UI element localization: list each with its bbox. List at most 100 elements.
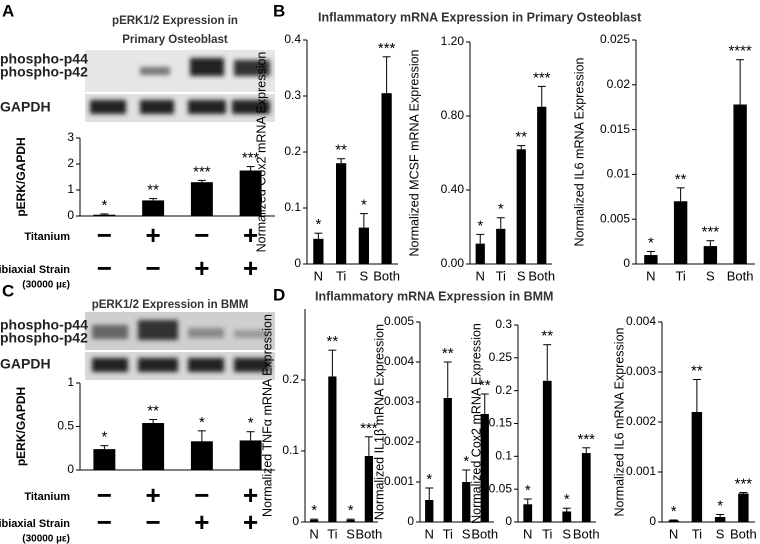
band-label: phospho-p42 — [0, 330, 88, 346]
x-tick-label: Both — [373, 268, 400, 283]
condition-sign: + — [243, 480, 258, 510]
y-tick-label: 0.005 — [600, 211, 630, 225]
bar — [537, 106, 547, 264]
panel-label: B — [273, 1, 285, 20]
bar — [644, 255, 658, 264]
bar — [239, 440, 262, 470]
x-tick-label: S — [346, 526, 355, 541]
y-tick-label: 0 — [294, 256, 301, 270]
bar — [328, 376, 337, 522]
condition-sign: − — [97, 480, 112, 510]
significance-marker: ** — [515, 129, 527, 146]
x-tick-label: Both — [471, 526, 498, 541]
y-tick-label: 3 — [67, 130, 74, 144]
bar — [336, 163, 347, 264]
condition-name: Titanium — [24, 231, 70, 243]
y-tick-label: 0.004 — [626, 314, 656, 328]
blot-title: pERK1/2 Expression in BMM — [92, 299, 249, 311]
y-tick-label: 0.05 — [489, 481, 513, 495]
x-tick-label: Ti — [675, 268, 685, 283]
x-tick-label: N — [669, 526, 678, 541]
panel-title: Inflammatory mRNA Expression in BMM — [315, 289, 553, 303]
y-tick-label: 0.25 — [489, 350, 513, 364]
x-tick-label: N — [309, 526, 318, 541]
y-tick-label: 2 — [67, 156, 74, 170]
condition-sign: + — [146, 220, 161, 250]
bar — [381, 93, 392, 264]
y-tick-label: 0.005 — [384, 314, 414, 328]
x-tick-label: S — [360, 268, 369, 283]
y-tick-label: 0.015 — [600, 122, 630, 136]
condition-name: Equibiaxial Strain — [0, 518, 70, 530]
condition-sign: + — [146, 480, 161, 510]
y-tick-label: 0.5 — [57, 419, 74, 433]
y-tick-label: 0 — [649, 514, 656, 528]
bar — [93, 214, 116, 216]
y-axis-label: Normalized MCSF mRNA Expression — [407, 49, 421, 256]
x-tick-label: Both — [727, 268, 754, 283]
bar — [691, 412, 703, 522]
y-tick-label: 0.01 — [607, 167, 631, 181]
x-tick-label: N — [523, 526, 532, 541]
y-tick-label: 0.80 — [441, 108, 465, 122]
condition-sign: − — [146, 253, 161, 283]
y-tick-label: 0.1 — [495, 449, 512, 463]
blot-title: Primary Osteoblast — [122, 34, 228, 46]
y-tick-label: 0.003 — [626, 364, 656, 378]
y-tick-label: 0.00 — [441, 256, 465, 270]
x-tick-label: S — [706, 268, 715, 283]
significance-marker: * — [463, 453, 469, 470]
y-tick-label: 0 — [505, 514, 512, 528]
significance-marker: * — [525, 482, 531, 499]
significance-marker: * — [248, 415, 254, 432]
significance-marker: *** — [533, 69, 551, 86]
bar — [239, 170, 262, 216]
condition-name: Equibiaxial Strain — [0, 264, 70, 276]
x-tick-label: Both — [528, 268, 555, 283]
x-tick-label: N — [646, 268, 655, 283]
condition-sign: + — [194, 507, 209, 537]
condition-sign: + — [243, 253, 258, 283]
y-tick-label: 0.2 — [282, 372, 299, 386]
x-tick-label: N — [314, 268, 323, 283]
bar — [542, 380, 552, 522]
bar — [733, 104, 747, 265]
bar — [190, 441, 213, 470]
bar — [475, 243, 485, 264]
condition-sign: − — [146, 507, 161, 537]
significance-marker: *** — [378, 40, 396, 57]
condition-sign: − — [97, 220, 112, 250]
y-tick-label: 0.1 — [282, 443, 299, 457]
significance-marker: * — [101, 429, 107, 446]
significance-marker: ** — [442, 345, 454, 362]
significance-marker: * — [101, 197, 107, 214]
y-axis-label: pERK/GAPDH — [14, 387, 28, 466]
bar — [516, 149, 526, 264]
y-tick-label: 0 — [67, 462, 74, 476]
significance-marker: *** — [702, 224, 720, 241]
bar — [581, 453, 591, 522]
y-tick-label: 0.3 — [284, 88, 301, 102]
significance-marker: * — [315, 216, 321, 233]
significance-marker: *** — [360, 420, 378, 437]
significance-marker: ** — [147, 182, 159, 199]
significance-marker: ** — [691, 362, 703, 379]
panel-title: Inflammatory mRNA Expression in Primary … — [318, 10, 642, 24]
bar — [673, 201, 688, 264]
x-tick-label: N — [476, 268, 485, 283]
significance-marker: *** — [577, 431, 595, 448]
significance-marker: ** — [335, 142, 347, 159]
significance-marker: * — [671, 503, 677, 520]
y-axis-label: pERK/GAPDH — [14, 137, 28, 216]
bar — [346, 519, 355, 522]
bar — [668, 520, 679, 522]
blot-title: pERK1/2 Expression in — [112, 15, 238, 27]
blot-bands — [92, 320, 270, 372]
panel-label: D — [273, 285, 285, 304]
x-tick-label: Ti — [692, 526, 702, 541]
significance-marker: ** — [327, 333, 339, 350]
significance-marker: * — [717, 497, 723, 514]
y-tick-label: 1 — [67, 182, 74, 196]
condition-sign: − — [194, 480, 209, 510]
x-tick-label: Ti — [496, 268, 506, 283]
